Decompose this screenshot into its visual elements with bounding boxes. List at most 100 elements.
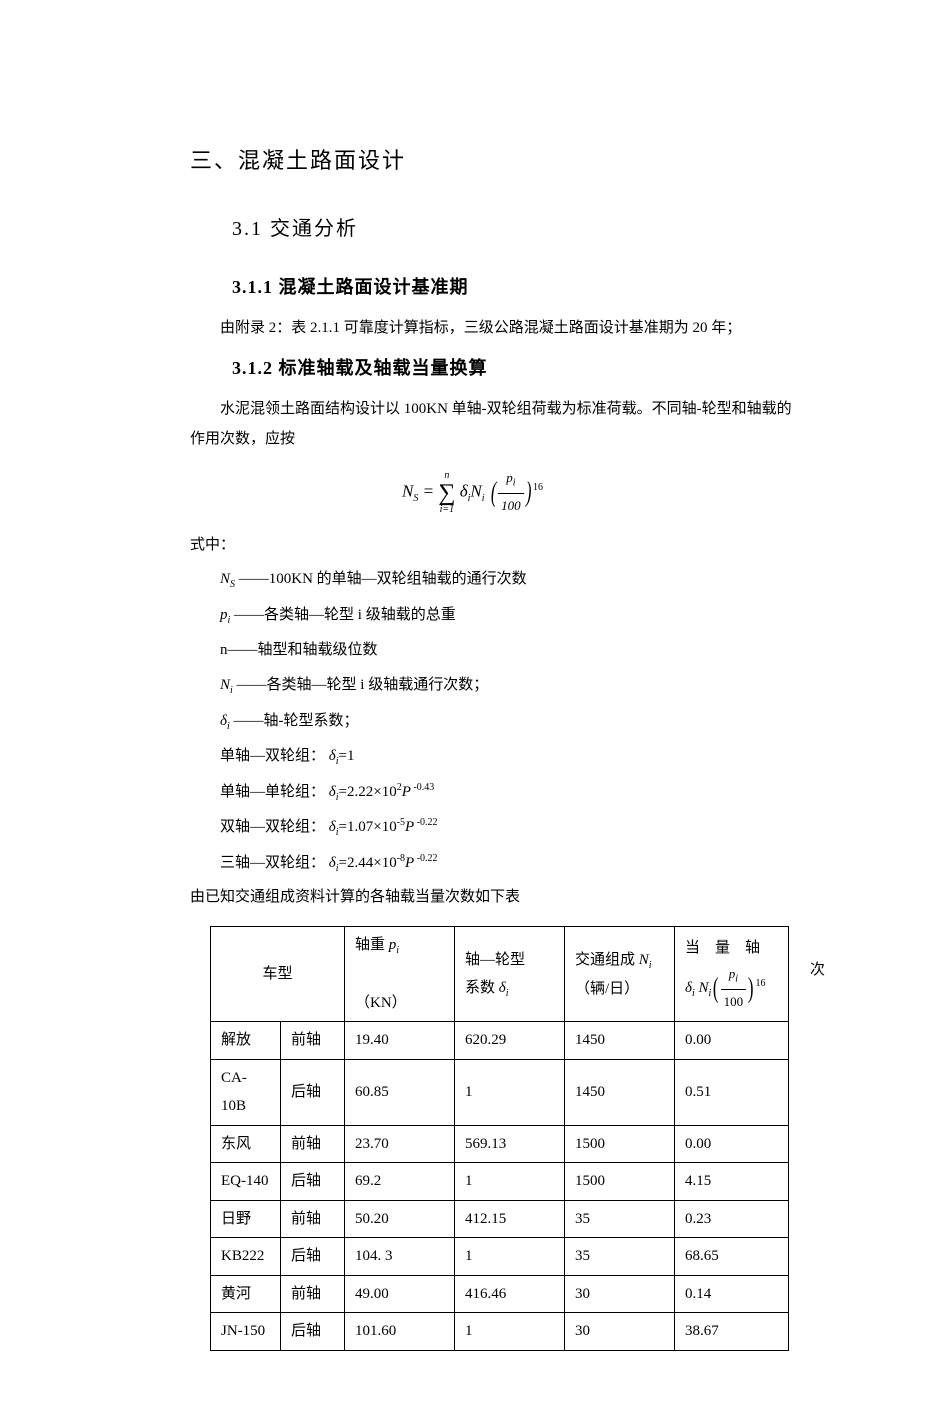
coef-val: =1 [339,748,355,764]
cell-p: 101.60 [345,1313,455,1351]
cell-axle: 前轴 [281,1125,345,1163]
cell-e: 68.65 [675,1238,789,1276]
cell-n: 30 [565,1275,675,1313]
cell-p: 60.85 [345,1059,455,1125]
sym-Ni-sub: i [709,988,712,999]
formula-lhs-sub: S [413,493,418,504]
cell-model: CA-10B [211,1059,281,1125]
formula-N-sub: i [482,493,485,504]
cell-e: 0.14 [675,1275,789,1313]
definition-n: n——轴型和轴载级位数 [220,635,795,666]
cell-e: 38.67 [675,1313,789,1351]
table-row: 解放前轴19.40620.2914500.00 [211,1022,789,1060]
rparen-icon: ) [525,466,531,519]
cell-model: 黄河 [211,1275,281,1313]
paragraph: 由附录 2：表 2.1.1 可靠度计算指标，三级公路混凝土路面设计基准期为 20… [190,314,795,343]
formula-eq: = [423,481,439,500]
coef-row-4: 三轴—双轮组： δi=2.44×10-8P -0.22 [220,848,795,880]
cell-d: 620.29 [455,1022,565,1060]
main-formula: NS = n ∑ i=1 δiNi (pi100)16 [150,466,795,519]
def-text: ——轴-轮型系数； [234,713,359,729]
subsection-title: 3.1 交通分析 [232,210,795,248]
cell-d: 416.46 [455,1275,565,1313]
table-row: KB222后轴104. 313568.65 [211,1238,789,1276]
coef-row-3: 双轴—双轮组： δi=1.07×10-5P -0.22 [220,812,795,844]
coef-pexp: -0.22 [414,853,437,864]
rparen-icon: ) [748,962,754,1015]
sym-di: δ [685,980,692,996]
sym-di: δ [329,855,336,871]
sym-di: δ [220,713,227,729]
th-axleweight: 轴重 pi （KN） [345,927,455,1022]
sym-di-sub: i [227,721,230,732]
formula-N: N [470,481,481,500]
sym-P: P [405,819,414,835]
cell-d: 1 [455,1163,565,1201]
cell-d: 1 [455,1238,565,1276]
th-unit: （KN） [355,995,407,1011]
sym-di-sub: i [692,988,695,999]
coef-label: 单轴—单轮组： [220,784,325,800]
cell-axle: 后轴 [281,1059,345,1125]
cell-e: 0.00 [675,1125,789,1163]
paragraph: 水泥混领土路面结构设计以 100KN 单轴-双轮组荷载为标准荷载。不同轴-轮型和… [190,395,795,454]
th-fraction: pi100 [721,962,747,1014]
sym-P: P [405,855,414,871]
coef-exp: -5 [397,817,405,828]
cell-e: 4.15 [675,1163,789,1201]
axle-load-table: 车型 轴重 pi （KN） 轴—轮型 系数 δi 交通组成 Ni （辆/日） 当… [210,926,789,1351]
coef-pexp: -0.43 [411,782,434,793]
lparen-icon: ( [713,962,719,1015]
axle-load-table-wrap: 次 车型 轴重 pi （KN） 轴—轮型 系数 δi 交通组成 Ni （辆/日）… [210,926,795,1351]
th-exp: 16 [755,978,765,989]
cell-d: 1 [455,1059,565,1125]
th-vehicle: 车型 [211,927,345,1022]
th-text2: 系数 [465,980,499,996]
cell-p: 50.20 [345,1200,455,1238]
sym-di: δ [499,980,506,996]
sym-pi: p [220,607,228,623]
sym-di: δ [329,819,336,835]
definition-Ni: Ni ——各类轴—轮型 i 级轴载通行次数； [220,670,795,702]
th-coef: 轴—轮型 系数 δi [455,927,565,1022]
coef-row-1: 单轴—双轮组： δi=1 [220,741,795,773]
frac-den: 100 [498,494,524,519]
sym-Ni: N [220,677,230,693]
cell-n: 1450 [565,1022,675,1060]
coef-exp: -8 [397,853,405,864]
table-row: CA-10B后轴60.85114500.51 [211,1059,789,1125]
th-equiv: 当 量 轴 δi Ni(pi100)16 [675,927,789,1022]
sym-P: P [402,784,411,800]
th-unit: （辆/日） [575,981,639,997]
cell-p: 104. 3 [345,1238,455,1276]
cell-model: KB222 [211,1238,281,1276]
formula-fraction: pi100 [498,466,524,518]
definition-pi: pi ——各类轴—轮型 i 级轴载的总重 [220,600,795,632]
sym-pi-sub: i [735,974,738,985]
table-intro: 由已知交通组成资料计算的各轴载当量次数如下表 [190,883,795,912]
sum-bot: i=1 [440,504,455,515]
th-text: 当 量 轴 [685,940,760,956]
section-title: 三、混凝土路面设计 [190,140,795,182]
cell-model: 日野 [211,1200,281,1238]
formula-sum-bounds: n ∑ i=1 [438,471,455,515]
table-header-row: 车型 轴重 pi （KN） 轴—轮型 系数 δi 交通组成 Ni （辆/日） 当… [211,927,789,1022]
sym-pi-sub: i [228,615,231,626]
sym-Ni: N [699,980,709,996]
cell-model: 东风 [211,1125,281,1163]
th-text: 轴重 [355,937,389,953]
cell-axle: 前轴 [281,1275,345,1313]
frac-den: 100 [721,990,747,1015]
cell-n: 30 [565,1313,675,1351]
cell-axle: 后轴 [281,1163,345,1201]
coef-label: 双轴—双轮组： [220,819,325,835]
coef-label: 三轴—双轮组： [220,855,325,871]
cell-n: 1500 [565,1125,675,1163]
cell-d: 1 [455,1313,565,1351]
cell-e: 0.00 [675,1022,789,1060]
table-row: 东风前轴23.70569.1315000.00 [211,1125,789,1163]
coef-val: =1.07×10 [339,819,397,835]
formula-lhs-sym: N [402,481,413,500]
sym-Ns-sub: S [230,579,235,590]
coef-val: =2.44×10 [339,855,397,871]
